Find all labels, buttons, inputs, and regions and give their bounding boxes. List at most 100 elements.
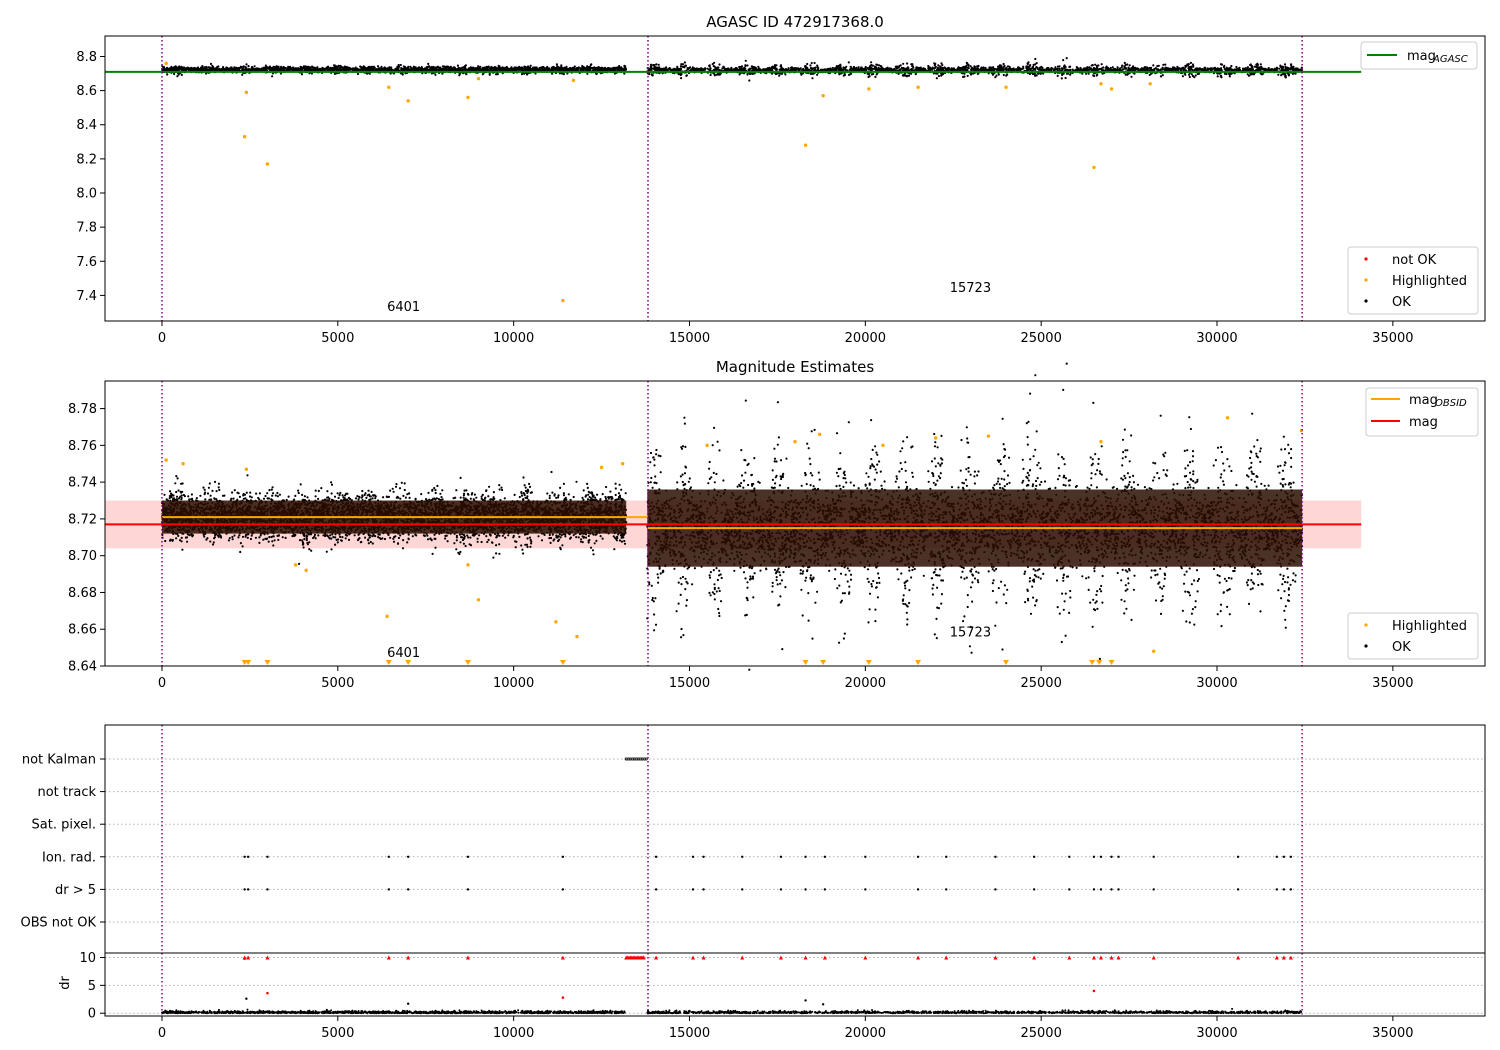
highlighted-point <box>304 568 308 573</box>
dr-flag-point <box>246 888 250 891</box>
flag-row-label: Ion. rad. <box>42 850 96 865</box>
highlighted-point <box>1225 416 1230 420</box>
highlighted-point <box>1152 649 1156 653</box>
dr-capped-point <box>863 955 868 960</box>
highlighted-point <box>817 432 822 437</box>
ion-rad-point <box>1275 855 1279 858</box>
dr-flag-point <box>741 888 744 891</box>
ion-rad-point <box>741 855 744 858</box>
dr-flag-point <box>1289 888 1293 891</box>
dr-capped-point <box>701 955 706 960</box>
dr-flag-point <box>779 888 783 891</box>
obsid-label: 15723 <box>950 281 991 296</box>
dr-capped-point <box>654 955 659 960</box>
dr-flag-point <box>1117 888 1120 891</box>
ion-rad-point <box>1152 855 1155 858</box>
ion-rad-point <box>406 855 410 858</box>
dr-capped-point <box>641 955 646 960</box>
dr-flag-point <box>654 888 658 891</box>
ion-rad-point <box>387 855 391 858</box>
dr-flag-point <box>823 888 827 891</box>
dr-capped-point <box>916 955 921 960</box>
dr-flag-point <box>243 888 246 891</box>
panel-magnitude-title: Magnitude Estimates <box>716 358 874 376</box>
ion-rad-point <box>1289 855 1293 858</box>
ok-points <box>646 57 1304 82</box>
dr-flag-point <box>1282 888 1286 891</box>
dr-capped-point <box>386 955 391 960</box>
x-tick-label: 35000 <box>1372 331 1413 346</box>
dr-capped-point <box>265 955 270 960</box>
ion-rad-point <box>654 855 658 858</box>
y-tick-label: 8.70 <box>68 549 97 564</box>
not-kalman-point <box>644 757 648 761</box>
y-tick-label: 8.72 <box>68 512 97 527</box>
dr-points <box>161 1007 1303 1015</box>
below-range-marker <box>1096 660 1103 665</box>
panel-magnitude-axes: 0 5000 10000 15000 20000 25000 30000 35000 8.64 8… <box>68 402 1413 691</box>
x-tick-label: 20000 <box>845 1026 886 1041</box>
ion-rad-point <box>916 855 920 858</box>
dr-flag-point <box>1032 888 1036 891</box>
highlighted-point <box>242 134 247 139</box>
ion-rad-point <box>1236 855 1240 858</box>
y-tick-label: 7.6 <box>76 255 97 270</box>
ion-rad-point <box>779 855 783 858</box>
x-tick-label: 15000 <box>669 1026 710 1041</box>
y-tick-label: 10 <box>79 951 96 966</box>
highlighted-point <box>466 563 470 567</box>
y-tick-label: 8.8 <box>76 50 97 65</box>
below-range-marker <box>1108 660 1115 665</box>
below-range-marker <box>464 660 471 665</box>
highlighted-point <box>181 462 185 466</box>
dr-flag-point <box>561 888 565 891</box>
dr-capped-point <box>822 955 827 960</box>
dr-capped-point <box>1067 955 1072 960</box>
dr-flag-point <box>804 888 807 891</box>
obsid-label: 6401 <box>387 646 420 661</box>
below-range-marker <box>1089 660 1096 665</box>
highlighted-point <box>933 436 938 440</box>
highlighted-point <box>554 620 558 624</box>
x-tick-label: 10000 <box>493 331 534 346</box>
highlighted-point <box>599 465 604 470</box>
x-tick-label: 0 <box>158 676 166 691</box>
highlighted-point <box>571 78 576 83</box>
dr-capped-point <box>1151 955 1156 960</box>
below-range-marker <box>385 660 392 665</box>
highlighted-point <box>986 434 991 438</box>
below-range-marker <box>405 660 412 665</box>
panel-agasc-frame <box>104 35 1486 322</box>
ion-rad-point <box>466 855 470 858</box>
highlighted-point <box>1099 82 1103 86</box>
dr-capped-point <box>1109 955 1114 960</box>
below-range-marker <box>915 660 922 665</box>
dr-outlier-point <box>821 1003 825 1006</box>
legend-label-ok: OK <box>1392 295 1411 310</box>
highlighted-point <box>385 614 389 619</box>
highlighted-point <box>705 443 709 448</box>
legend-label-mag-agasc: mag <box>1407 49 1436 64</box>
panel-magnitude-data: 6401 15723 <box>105 362 1362 671</box>
dr-capped-point <box>1091 955 1096 960</box>
x-tick-label: 0 <box>158 1026 166 1041</box>
dr-flag-point <box>916 888 920 891</box>
highlighted-point <box>1099 439 1103 444</box>
dr-capped-point <box>691 955 696 960</box>
dr-capped-point <box>246 955 251 960</box>
legend-label-not-ok: not OK <box>1392 253 1437 268</box>
x-tick-label: 0 <box>158 331 166 346</box>
dr-capped-point <box>993 955 998 960</box>
y-tick-label: 5 <box>88 979 96 994</box>
y-tick-label: 8.78 <box>68 402 97 417</box>
dr-flag-point <box>1110 888 1113 891</box>
highlighted-point <box>164 458 168 462</box>
highlighted-point <box>620 462 625 466</box>
highlighted-point <box>793 439 797 444</box>
highlighted-point <box>293 563 298 567</box>
highlighted-point <box>387 85 391 89</box>
flag-row-label: Sat. pixel. <box>32 818 96 833</box>
legend-label-mag-obsid: mag <box>1409 393 1438 408</box>
x-tick-label: 5000 <box>321 676 354 691</box>
